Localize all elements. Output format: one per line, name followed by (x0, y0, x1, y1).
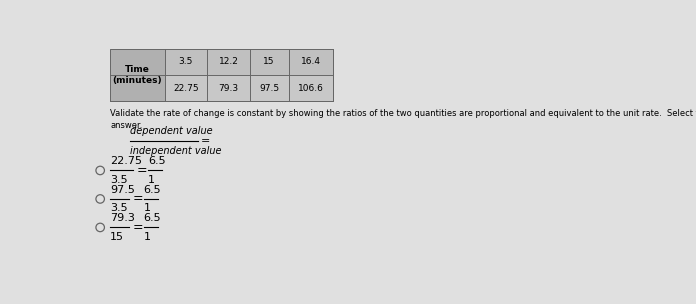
FancyBboxPatch shape (110, 49, 333, 101)
Text: independent value: independent value (129, 146, 221, 156)
Text: =: = (201, 136, 210, 146)
Text: 3.5: 3.5 (110, 175, 128, 185)
Text: dependent value: dependent value (129, 126, 212, 136)
Text: =: = (137, 164, 148, 177)
Text: 79.3: 79.3 (110, 213, 135, 223)
Text: 3.5: 3.5 (179, 57, 193, 66)
Text: 106.6: 106.6 (298, 84, 324, 93)
Text: 6.5: 6.5 (143, 185, 161, 195)
Text: Validate the rate of change is constant by showing the ratios of the two quantit: Validate the rate of change is constant … (110, 109, 696, 118)
Text: 12.2: 12.2 (219, 57, 238, 66)
Text: =: = (133, 221, 143, 234)
Text: 97.5: 97.5 (259, 84, 279, 93)
Text: 6.5: 6.5 (148, 156, 166, 166)
Text: =: = (133, 192, 143, 206)
Text: 97.5: 97.5 (110, 185, 135, 195)
Text: 1: 1 (148, 175, 155, 185)
Text: Time
(minutes): Time (minutes) (113, 65, 162, 85)
Text: 22.75: 22.75 (110, 156, 142, 166)
Text: 1: 1 (143, 232, 150, 242)
Text: 22.75: 22.75 (173, 84, 198, 93)
Text: answer.: answer. (110, 121, 143, 130)
Text: 6.5: 6.5 (143, 213, 161, 223)
Text: 1: 1 (143, 203, 150, 213)
FancyBboxPatch shape (164, 49, 333, 75)
Text: 16.4: 16.4 (301, 57, 321, 66)
Text: 79.3: 79.3 (219, 84, 239, 93)
FancyBboxPatch shape (110, 49, 164, 101)
Text: 15: 15 (263, 57, 275, 66)
Text: 3.5: 3.5 (110, 203, 128, 213)
Text: 15: 15 (110, 232, 125, 242)
